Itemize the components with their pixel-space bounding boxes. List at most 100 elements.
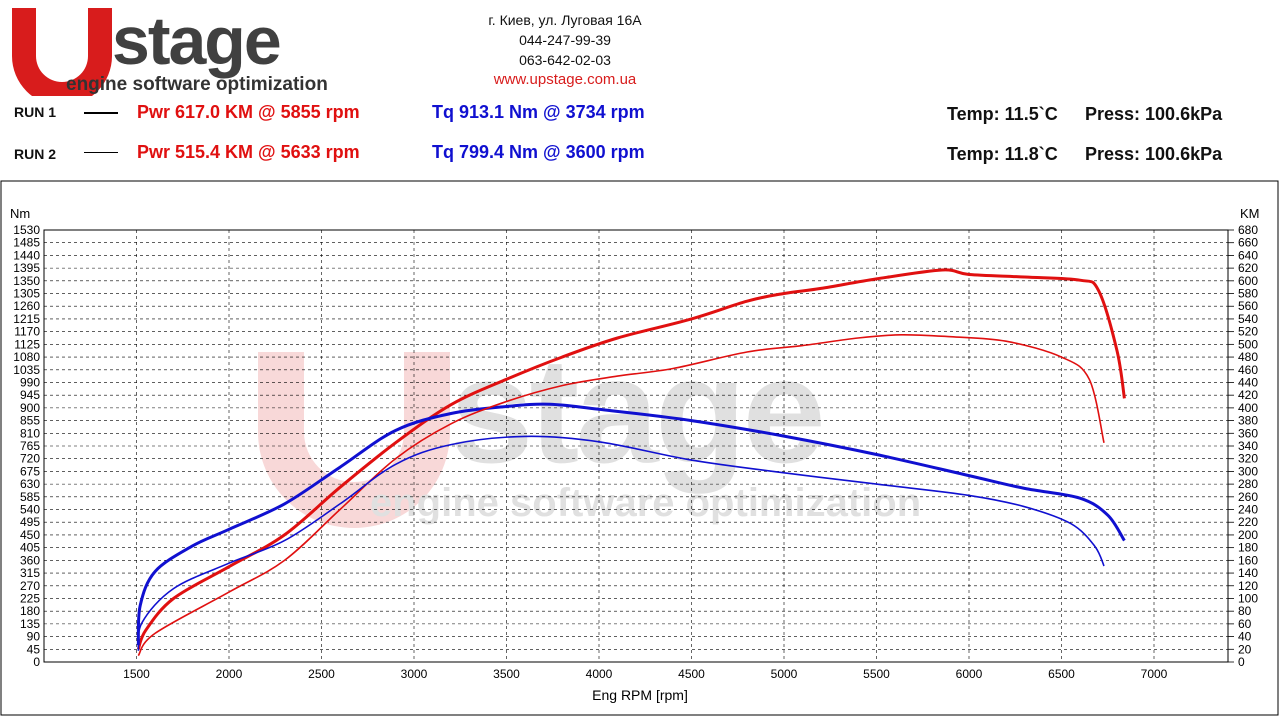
run2-torque-summary: Tq 799.4 Nm @ 3600 rpm [432, 142, 645, 162]
run1-torque-summary: Tq 913.1 Nm @ 3734 rpm [432, 102, 645, 122]
y-tick-left: 585 [20, 490, 40, 504]
run1-power-summary: Pwr 617.0 KM @ 5855 rpm [137, 102, 360, 122]
run2-power-summary: Pwr 515.4 KM @ 5633 rpm [137, 142, 360, 162]
logo-wordmark: stage [112, 4, 280, 79]
svg-text:engine software optimization: engine software optimization [370, 481, 921, 525]
run2-temp: Temp: 11.8`C [947, 144, 1058, 164]
y-tick-left: 1440 [13, 248, 40, 262]
y-tick-left: 990 [20, 375, 40, 389]
y-tick-left: 675 [20, 464, 40, 478]
y-tick-right: 40 [1238, 630, 1252, 644]
y-tick-left: 180 [20, 604, 40, 618]
watermark: stage engine software optimization [258, 326, 921, 528]
y-tick-left: 360 [20, 553, 40, 567]
x-tick: 5500 [863, 667, 890, 681]
x-tick: 3500 [493, 667, 520, 681]
y-tick-right: 340 [1238, 439, 1258, 453]
contact-block: г. Киев, ул. Луговая 16А 044-247-99-39 0… [440, 10, 690, 90]
y-tick-left: 720 [20, 452, 40, 466]
run2-power-curve [137, 333, 1105, 657]
x-tick: 2500 [308, 667, 335, 681]
y-tick-right: 220 [1238, 515, 1258, 529]
run1-torque-curve [136, 402, 1126, 646]
y-tick-left: 1260 [13, 299, 40, 313]
y-tick-left: 1395 [13, 261, 40, 275]
y-tick-left: 45 [27, 642, 41, 656]
x-axis-label: Eng RPM [rpm] [592, 687, 688, 703]
y-tick-left: 1170 [14, 325, 40, 339]
logo-tagline: engine software optimization [66, 74, 328, 95]
x-tick: 6500 [1048, 667, 1075, 681]
chart-frame [0, 180, 1279, 716]
phone-2: 063-642-02-03 [519, 52, 611, 68]
y-tick-left: 495 [20, 515, 40, 529]
run2-label: RUN 2 [14, 146, 57, 162]
y-tick-left: 1485 [13, 236, 40, 250]
y-tick-left: 945 [20, 388, 40, 402]
y-axis-left-unit: Nm [10, 206, 30, 221]
y-tick-left: 315 [20, 566, 40, 580]
x-tick: 4500 [678, 667, 705, 681]
y-tick-right: 100 [1238, 591, 1258, 605]
y-tick-left: 1035 [13, 363, 40, 377]
y-tick-left: 0 [33, 655, 40, 669]
y-tick-right: 200 [1238, 528, 1258, 542]
run1-temp: Temp: 11.5`C [947, 104, 1058, 124]
upstage-logo: stage engine software optimization [12, 4, 328, 96]
y-tick-left: 1215 [13, 312, 40, 326]
y-tick-right: 640 [1238, 248, 1258, 262]
y-tick-left: 630 [20, 477, 40, 491]
website-link[interactable]: www.upstage.com.ua [493, 71, 637, 88]
y-tick-right: 660 [1238, 236, 1258, 250]
y-tick-left: 225 [20, 591, 40, 605]
y-tick-left: 405 [20, 541, 40, 555]
y-tick-right: 300 [1238, 464, 1258, 478]
y-tick-right: 680 [1238, 223, 1258, 237]
x-tick: 3000 [401, 667, 428, 681]
y-tick-left: 450 [20, 528, 40, 542]
y-tick-left: 1305 [13, 287, 40, 301]
y-tick-right: 560 [1238, 299, 1258, 313]
y-tick-left: 1530 [13, 223, 40, 237]
y-tick-right: 140 [1238, 566, 1258, 580]
y-tick-left: 900 [20, 401, 40, 415]
y-tick-left: 540 [20, 503, 40, 517]
x-tick: 2000 [216, 667, 243, 681]
y-tick-right: 440 [1238, 375, 1258, 389]
address: г. Киев, ул. Луговая 16А [488, 12, 642, 28]
y-tick-right: 580 [1238, 287, 1258, 301]
y-tick-right: 480 [1238, 350, 1258, 364]
y-tick-right: 500 [1238, 337, 1258, 351]
y-tick-right: 80 [1238, 604, 1252, 618]
y-tick-right: 540 [1238, 312, 1258, 326]
y-tick-left: 1125 [14, 337, 40, 351]
y-tick-left: 270 [20, 579, 40, 593]
logo-u-shape [12, 8, 112, 96]
y-tick-left: 855 [20, 414, 40, 428]
y-tick-left: 810 [20, 426, 40, 440]
logo-up-arrow [38, 10, 86, 66]
run2-line-legend [84, 152, 118, 153]
x-tick: 4000 [586, 667, 613, 681]
y-tick-right: 600 [1238, 274, 1258, 288]
y-tick-right: 320 [1238, 452, 1258, 466]
run1-power-curve [136, 268, 1126, 650]
x-tick: 6000 [956, 667, 983, 681]
y-tick-left: 90 [27, 630, 41, 644]
run1-label: RUN 1 [14, 104, 57, 120]
y-tick-right: 400 [1238, 401, 1258, 415]
y-tick-right: 360 [1238, 426, 1258, 440]
y-tick-right: 60 [1238, 617, 1252, 631]
x-tick: 1500 [123, 667, 150, 681]
y-tick-left: 1350 [13, 274, 40, 288]
y-tick-left: 1080 [13, 350, 40, 364]
y-tick-right: 260 [1238, 490, 1258, 504]
svg-text:stage: stage [450, 326, 822, 494]
y-tick-left: 765 [20, 439, 40, 453]
dyno-chart: stage engine software optimization 04590… [0, 180, 1279, 716]
y-tick-right: 160 [1238, 553, 1258, 567]
y-axis-right-unit: KM [1240, 206, 1260, 221]
y-tick-right: 240 [1238, 503, 1258, 517]
y-tick-right: 0 [1238, 655, 1245, 669]
y-tick-right: 20 [1238, 642, 1252, 656]
